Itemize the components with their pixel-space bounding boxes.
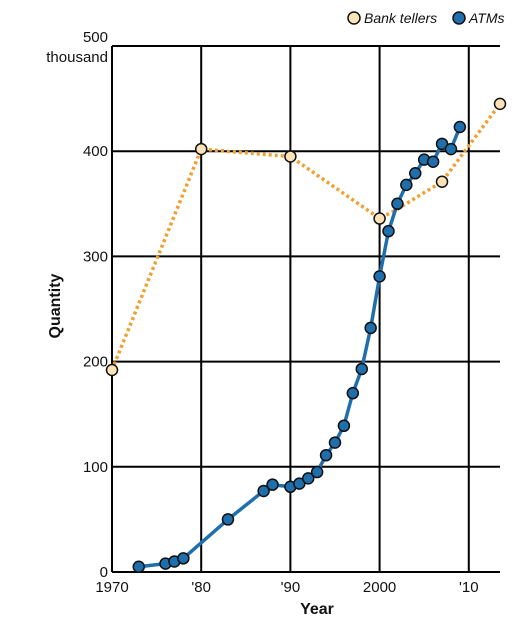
data-point-0 <box>373 212 386 225</box>
data-point-0 <box>194 142 208 156</box>
data-point-1 <box>310 465 324 479</box>
data-point-0 <box>493 97 507 111</box>
data-point-1 <box>364 321 377 335</box>
y-tick-label: 200 <box>83 354 108 371</box>
data-point-1 <box>266 478 279 491</box>
legend-marker-bank-tellers <box>347 11 361 25</box>
data-point-1 <box>409 167 422 180</box>
legend: Bank tellers ATMs <box>347 10 505 26</box>
data-point-1 <box>391 197 404 211</box>
series-line-1 <box>138 126 462 569</box>
data-point-1 <box>355 362 368 376</box>
y-tick-label: 100 <box>83 459 108 476</box>
y-tick-label: 500 <box>83 29 108 46</box>
data-point-1 <box>301 472 315 485</box>
y-tick-label: 400 <box>83 143 108 160</box>
data-point-0 <box>105 363 119 377</box>
data-point-1 <box>373 270 386 283</box>
data-point-1 <box>453 120 467 134</box>
x-tick-label: 2000 <box>363 579 396 596</box>
data-point-1 <box>177 552 190 565</box>
data-point-1 <box>426 155 440 168</box>
legend-label-atms: ATMs <box>468 10 505 26</box>
marker-layer <box>105 97 507 573</box>
legend-marker-atms <box>452 11 466 25</box>
x-tick-label: '90 <box>281 579 301 596</box>
grid <box>111 45 500 573</box>
data-point-0 <box>284 150 297 163</box>
data-point-1 <box>435 137 449 151</box>
x-axis-title: Year <box>300 601 334 618</box>
data-point-1 <box>293 477 306 490</box>
tick-labels: 0 100 200 300 400 500 1970 '80 '90 2000 '10 <box>83 29 479 596</box>
x-tick-label: '80 <box>191 579 211 596</box>
data-point-1 <box>346 386 360 400</box>
data-point-1 <box>444 142 458 156</box>
y-axis-title: Quantity <box>47 273 64 338</box>
data-point-1 <box>257 484 270 498</box>
data-point-1 <box>337 419 351 433</box>
data-point-1 <box>221 513 235 526</box>
data-point-1 <box>382 224 395 238</box>
x-tick-label: '10 <box>459 579 479 596</box>
data-point-1 <box>328 436 342 449</box>
data-point-1 <box>132 560 146 573</box>
data-point-1 <box>400 178 413 192</box>
y-tick-label: 0 <box>100 564 108 581</box>
series-layer <box>110 102 502 569</box>
data-point-0 <box>435 175 449 188</box>
y-unit-label: thousand <box>46 49 108 66</box>
legend-label-bank-tellers: Bank tellers <box>364 10 437 26</box>
y-tick-label: 300 <box>83 248 108 265</box>
x-tick-label: 1970 <box>95 579 128 596</box>
data-point-1 <box>319 448 333 462</box>
